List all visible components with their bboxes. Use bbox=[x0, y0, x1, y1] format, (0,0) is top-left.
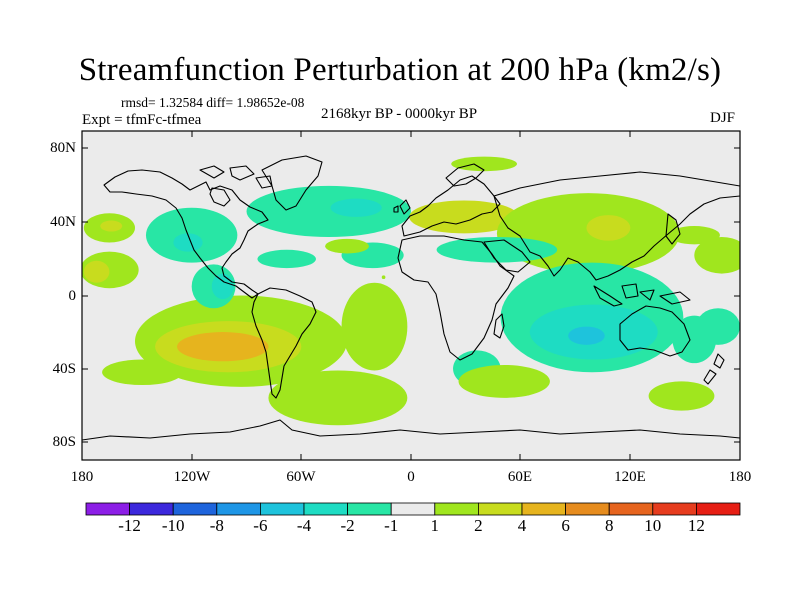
colorbar-box bbox=[129, 502, 174, 516]
contour-region--2 bbox=[330, 198, 382, 217]
colorbar-box bbox=[347, 502, 392, 516]
colorbar-box bbox=[434, 502, 479, 516]
colorbar-box bbox=[390, 502, 436, 516]
lon-tick-180w: 180 bbox=[70, 469, 94, 485]
colorbar-label: -8 bbox=[209, 516, 224, 535]
contour-region-1 bbox=[381, 275, 386, 280]
stats-annotation: rmsd= 1.32584 diff= 1.98652e-08 bbox=[121, 95, 305, 110]
contour-region-1 bbox=[694, 237, 740, 274]
contour-region-1 bbox=[325, 238, 369, 254]
lat-tick-80s: 80S bbox=[52, 434, 76, 450]
colorbar-box bbox=[303, 502, 348, 516]
lat-tick-80n: 80N bbox=[50, 140, 76, 156]
scandinavia bbox=[445, 163, 485, 187]
colorbar-label: 12 bbox=[687, 516, 705, 535]
lon-tick-120w: 120W bbox=[173, 469, 211, 485]
coastlines bbox=[82, 155, 740, 441]
contour-region-2 bbox=[409, 200, 519, 234]
lon-tick-120e: 120E bbox=[614, 469, 646, 485]
antarctica-coast bbox=[82, 419, 740, 441]
contour-region-2 bbox=[83, 260, 110, 283]
colorbar-box bbox=[696, 502, 741, 516]
colorbar-label: 6 bbox=[561, 516, 570, 535]
europe-coast bbox=[401, 175, 501, 237]
south-america-coast bbox=[251, 287, 317, 399]
colorbar-box bbox=[85, 502, 130, 516]
hudson-bay bbox=[209, 187, 231, 207]
colorbar-box bbox=[259, 502, 305, 516]
contour-region--1 bbox=[246, 185, 411, 238]
contour-region-1 bbox=[496, 193, 680, 274]
contour-region-1 bbox=[648, 381, 715, 411]
colorbar-label: -4 bbox=[296, 516, 312, 535]
colorbar-label: -6 bbox=[253, 516, 268, 535]
contour-region--1 bbox=[696, 308, 740, 345]
lon-tick-180e: 180 bbox=[728, 469, 752, 485]
colorbar-label: -10 bbox=[161, 516, 185, 535]
lat-tick-40s: 40S bbox=[52, 361, 76, 377]
figure-title: Streamfunction Perturbation at 200 hPa (… bbox=[78, 52, 722, 88]
lon-tick-60e: 60E bbox=[507, 469, 533, 485]
contour-layer bbox=[82, 156, 740, 426]
lat-tick-40n: 40N bbox=[50, 214, 76, 230]
africa-coast bbox=[397, 235, 515, 361]
contour-region-1 bbox=[102, 359, 183, 386]
colorbar-label: -2 bbox=[340, 516, 355, 535]
colorbar-label: -1 bbox=[384, 516, 399, 535]
contour-region-2 bbox=[586, 215, 631, 241]
colorbar-label: 1 bbox=[430, 516, 440, 535]
contour-region-4 bbox=[177, 332, 269, 362]
colorbar-box bbox=[608, 502, 654, 516]
colorbar-label: 2 bbox=[474, 516, 483, 535]
colorbar-box bbox=[172, 502, 218, 516]
madagascar bbox=[493, 313, 505, 339]
contour-region--2 bbox=[211, 273, 234, 300]
colorbar-box bbox=[216, 502, 261, 516]
contour-region-2 bbox=[100, 220, 123, 232]
asia-coast bbox=[493, 171, 740, 281]
colorbar-label: 10 bbox=[644, 516, 662, 535]
lat-tick-eq: 0 bbox=[68, 288, 77, 304]
contour-region-1 bbox=[341, 282, 408, 371]
australia-coast bbox=[619, 305, 691, 357]
contour-region-1 bbox=[668, 226, 720, 245]
colorbar-label: -12 bbox=[118, 516, 141, 535]
greenland-coast bbox=[261, 155, 323, 211]
contour-region--1 bbox=[257, 249, 316, 269]
indonesia bbox=[593, 283, 691, 307]
season-label: DJF bbox=[710, 110, 736, 126]
colorbar-box bbox=[565, 502, 610, 516]
lon-tick-0: 0 bbox=[407, 469, 415, 485]
colorbar-box bbox=[477, 502, 523, 516]
axis-ticks bbox=[81, 131, 741, 460]
contour-region--2 bbox=[173, 233, 203, 252]
contour-region--4 bbox=[568, 326, 605, 345]
colorbar-label: 8 bbox=[604, 516, 614, 535]
colorbar bbox=[85, 502, 741, 516]
contour-region--1 bbox=[436, 237, 558, 263]
new-zealand bbox=[703, 353, 725, 385]
japan bbox=[665, 213, 681, 245]
colorbar-box bbox=[652, 502, 697, 516]
experiment-label: Expt = tfmFc-tfmea bbox=[82, 112, 202, 128]
contour-region-1 bbox=[458, 364, 550, 398]
contour-region-1 bbox=[268, 370, 408, 426]
period-label: 2168kyr BP - 0000kyr BP bbox=[321, 106, 478, 122]
contour-region-1 bbox=[451, 156, 518, 172]
colorbar-box bbox=[521, 502, 566, 516]
british-isles bbox=[393, 199, 411, 215]
colorbar-label: 4 bbox=[517, 516, 527, 535]
north-america-coast bbox=[103, 169, 269, 299]
arabia bbox=[483, 239, 531, 273]
lon-tick-60w: 60W bbox=[286, 469, 316, 485]
